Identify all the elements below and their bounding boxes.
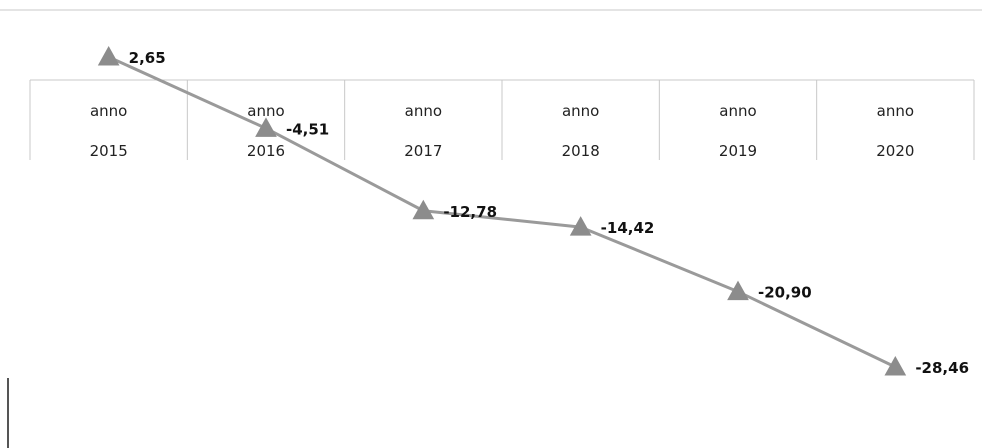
category-label-line1: anno <box>247 102 284 120</box>
triangle-marker <box>727 280 749 301</box>
category-label-line2: 2019 <box>719 142 757 160</box>
data-label: -28,46 <box>915 359 969 377</box>
category-label-line1: anno <box>90 102 127 120</box>
triangle-marker <box>412 199 435 220</box>
series-line-group <box>108 55 896 369</box>
triangle-marker <box>255 117 277 137</box>
triangle-marker <box>884 355 907 376</box>
data-markers <box>97 45 907 376</box>
triangle-marker <box>569 216 592 236</box>
data-label: 2,65 <box>129 49 166 67</box>
data-label: -4,51 <box>286 120 329 138</box>
data-label: -14,42 <box>601 219 655 237</box>
category-label-line1: anno <box>719 102 756 120</box>
data-label: -12,78 <box>443 203 497 221</box>
category-label-line2: 2017 <box>404 142 442 160</box>
category-label-line1: anno <box>877 102 914 120</box>
category-label-line2: 2016 <box>247 142 285 160</box>
category-labels: anno 2015 anno 2016 anno 2017 anno 2018 anno 2019… <box>90 102 915 160</box>
data-labels: 2,65 -4,51 -12,78 -14,42 -20,90 -28,46 <box>129 49 969 377</box>
category-label-line1: anno <box>405 102 442 120</box>
series-line <box>108 55 896 369</box>
category-label-line2: 2018 <box>562 142 600 160</box>
category-label-line2: 2020 <box>876 142 914 160</box>
data-label: -20,90 <box>758 284 812 302</box>
category-label-line1: anno <box>562 102 599 120</box>
triangle-marker <box>97 45 120 66</box>
category-grid <box>29 79 975 160</box>
category-label-line2: 2015 <box>90 142 128 160</box>
